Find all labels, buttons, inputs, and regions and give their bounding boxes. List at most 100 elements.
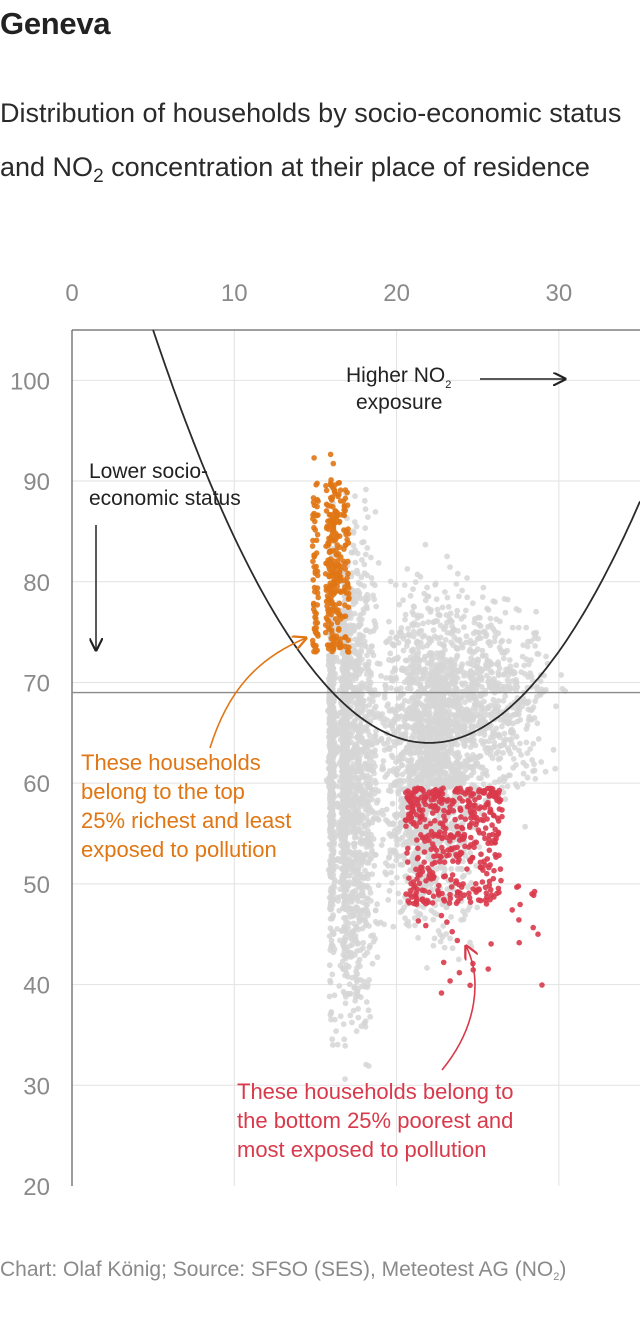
data-point	[341, 883, 348, 890]
data-point	[357, 963, 363, 970]
data-point	[419, 773, 426, 780]
data-point	[395, 788, 401, 795]
data-point	[356, 631, 363, 638]
data-point	[435, 766, 441, 772]
data-point	[474, 636, 481, 642]
data-point	[507, 750, 514, 757]
data-point	[412, 828, 419, 835]
data-point	[353, 858, 359, 864]
data-point	[340, 820, 346, 826]
data-point	[388, 685, 394, 691]
data-point	[341, 934, 348, 941]
data-point	[372, 907, 379, 914]
data-point	[341, 783, 348, 790]
data-point	[397, 820, 404, 826]
data-point	[396, 724, 402, 731]
data-point	[504, 783, 511, 790]
data-point	[436, 896, 443, 903]
data-point	[384, 717, 391, 724]
data-point	[330, 896, 337, 903]
data-point	[520, 642, 527, 648]
data-point	[441, 659, 447, 665]
data-point	[458, 663, 465, 669]
data-point	[448, 866, 455, 872]
data-point	[528, 716, 534, 723]
data-point	[477, 614, 483, 621]
data-point	[349, 910, 356, 917]
data-point	[380, 758, 387, 764]
data-point	[461, 724, 468, 731]
data-point	[367, 942, 373, 949]
data-point	[342, 767, 349, 774]
data-point	[396, 601, 403, 608]
data-point	[397, 899, 404, 906]
data-point	[425, 731, 431, 738]
data-point	[342, 602, 348, 608]
data-point	[347, 1012, 354, 1019]
data-point	[372, 732, 379, 739]
data-point	[363, 895, 370, 902]
data-point	[530, 740, 537, 747]
data-point	[469, 680, 475, 687]
data-point	[326, 727, 333, 734]
data-point	[372, 752, 379, 759]
data-point	[340, 837, 346, 844]
data-point	[399, 667, 406, 674]
data-point	[338, 829, 345, 836]
data-point	[385, 897, 392, 903]
data-point	[329, 740, 336, 747]
data-point	[418, 721, 425, 728]
data-point	[461, 774, 468, 781]
data-point	[442, 743, 448, 750]
data-point	[329, 662, 335, 669]
data-point	[410, 628, 417, 635]
data-point	[404, 709, 411, 716]
data-point	[512, 781, 519, 787]
data-point	[329, 971, 336, 978]
data-point	[412, 922, 418, 929]
data-point	[422, 915, 428, 922]
data-point	[495, 732, 502, 739]
data-point	[372, 747, 378, 754]
data-point	[325, 624, 332, 631]
data-point	[371, 790, 378, 797]
data-point	[353, 775, 359, 781]
data-point	[330, 850, 337, 856]
data-point	[366, 748, 372, 755]
data-point	[342, 795, 349, 801]
data-point	[383, 817, 389, 823]
data-point	[366, 647, 372, 654]
data-point	[390, 923, 397, 930]
data-point	[468, 668, 474, 675]
data-point	[460, 916, 467, 923]
data-point	[340, 668, 347, 675]
data-point	[350, 722, 357, 729]
data-point	[434, 703, 441, 710]
data-point	[354, 796, 361, 803]
data-point	[357, 595, 364, 602]
data-point	[370, 698, 376, 705]
data-point	[495, 748, 502, 755]
data-point	[355, 622, 362, 629]
data-point	[366, 923, 372, 929]
data-point	[420, 672, 427, 678]
data-point	[470, 658, 477, 664]
data-point	[328, 863, 335, 870]
data-point	[455, 956, 462, 963]
data-point	[381, 921, 387, 928]
data-point	[454, 607, 461, 614]
data-point	[354, 948, 360, 954]
data-point	[313, 482, 319, 488]
data-point	[383, 806, 390, 813]
data-point	[445, 604, 452, 610]
data-point	[378, 842, 385, 848]
data-point	[455, 764, 462, 771]
data-point	[449, 623, 455, 629]
data-point	[353, 789, 360, 795]
data-point	[327, 905, 333, 912]
data-point	[505, 745, 511, 751]
data-point	[449, 945, 456, 952]
data-point	[357, 994, 364, 1001]
data-point	[356, 909, 363, 916]
data-point	[432, 618, 439, 624]
